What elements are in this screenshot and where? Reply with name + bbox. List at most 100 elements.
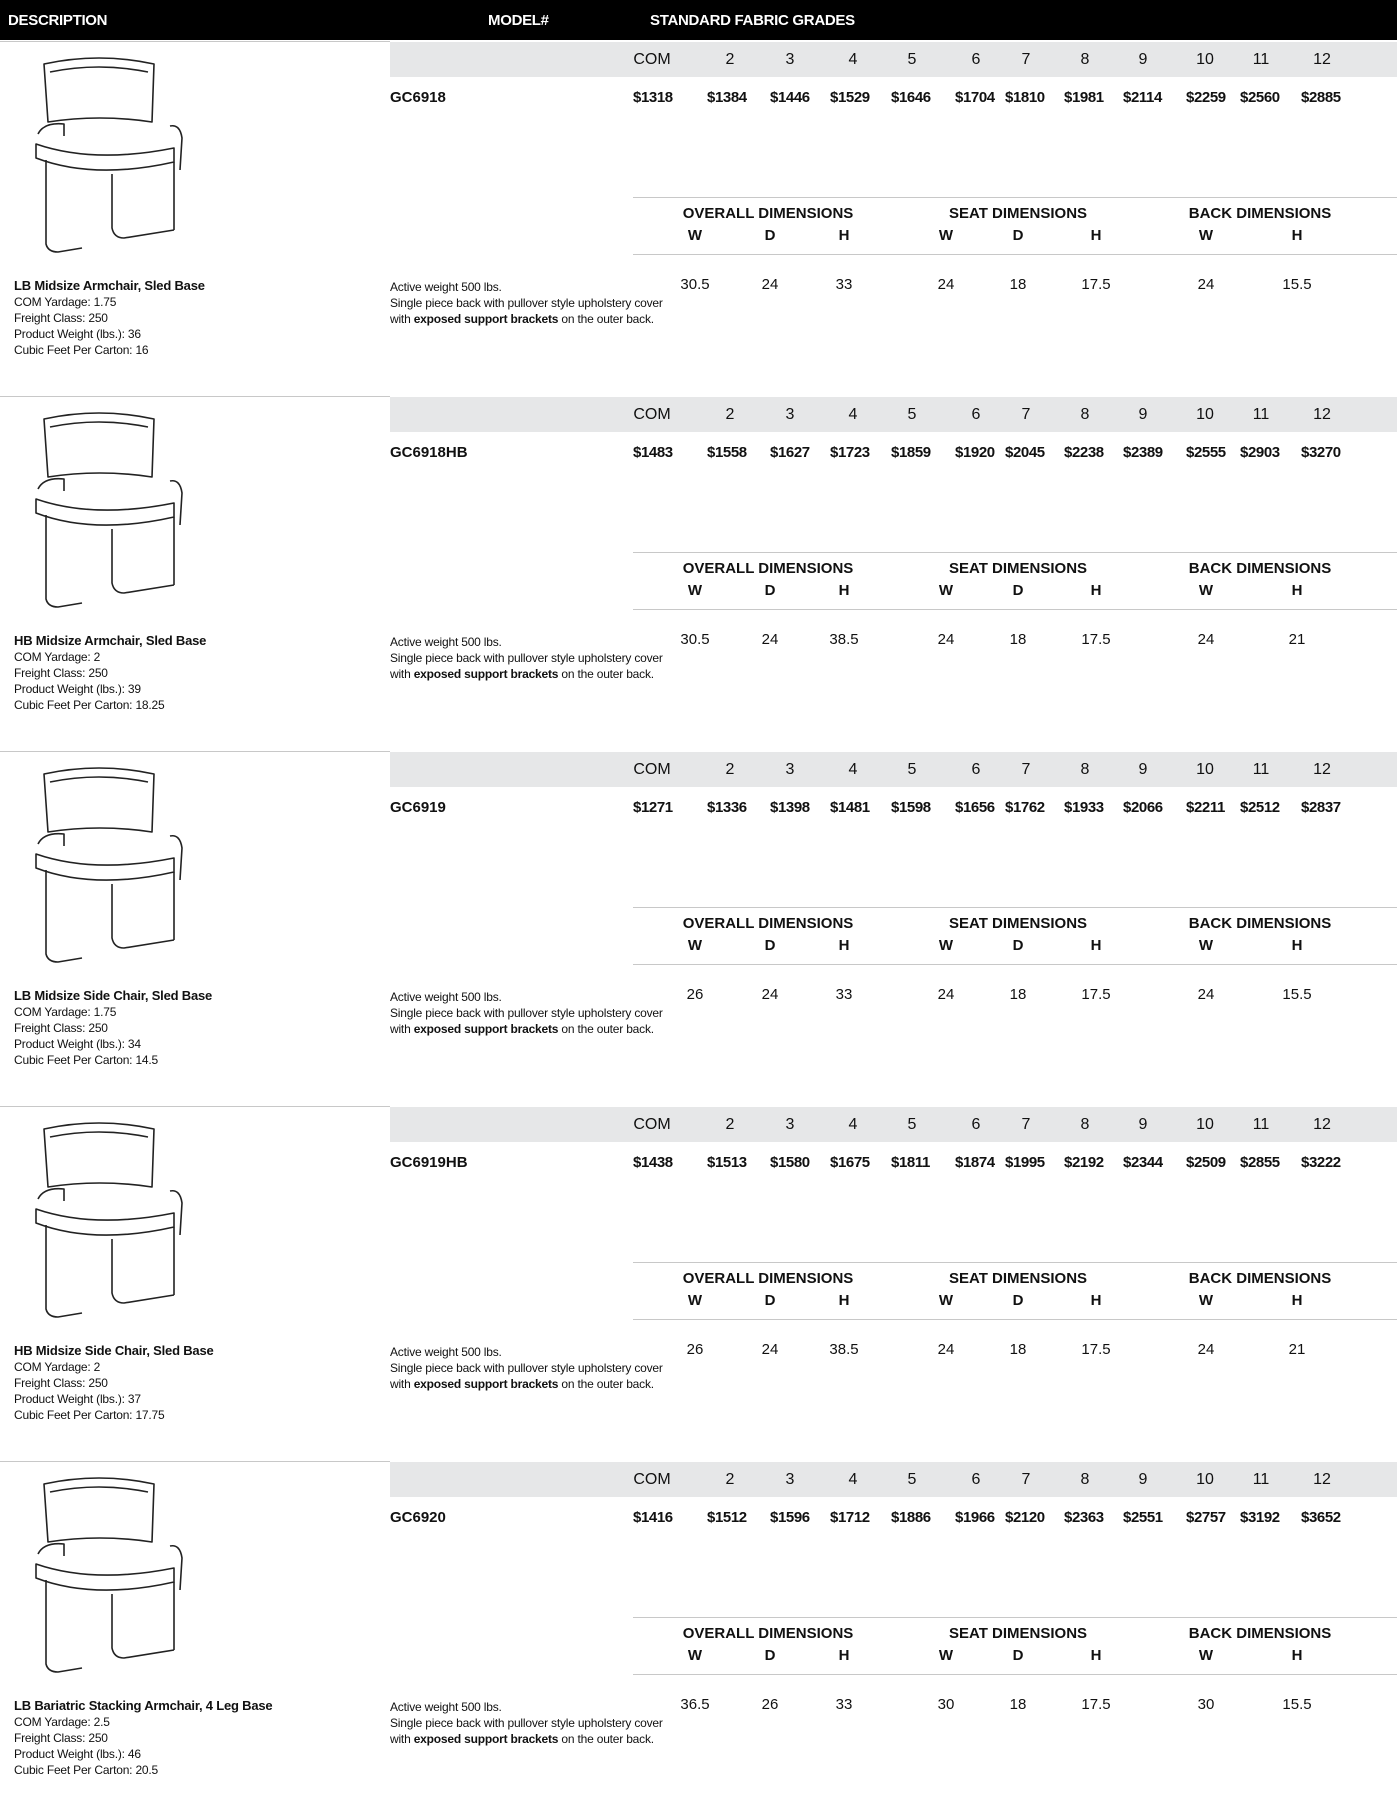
note-emphasis: exposed support brackets [413,1022,559,1036]
grade-label: 12 [1313,761,1331,778]
dimension-group-title: BACK DIMENSIONS [1188,1625,1332,1642]
dimension-value: 21 [1288,631,1306,648]
note-emphasis: exposed support brackets [413,667,559,681]
price: $1398 [770,799,810,816]
price: $1886 [891,1509,931,1526]
product-spec: Product Weight (lbs.): 36 [14,327,141,341]
chair-illustration [35,767,183,963]
grade-label: 11 [1252,1116,1270,1133]
product-name: LB Bariatric Stacking Armchair, 4 Leg Ba… [14,1698,273,1713]
grade-label: 6 [971,761,981,778]
dimension-column: D [764,227,776,244]
price: $1712 [830,1509,870,1526]
divider [633,552,1397,553]
price: $2192 [1064,1154,1104,1171]
dimension-value: 21 [1288,1341,1306,1358]
price: $2259 [1186,89,1226,106]
grade-label: 9 [1138,761,1148,778]
dimension-column: W [1198,582,1214,599]
grade-label: 10 [1196,1471,1214,1488]
dimension-column: H [838,227,850,244]
dimension-value: 24 [1197,631,1215,648]
dimension-column: H [1090,937,1102,954]
grade-label: 5 [907,406,917,423]
price: $1438 [633,1154,673,1171]
dimension-value: 17.5 [1081,986,1111,1003]
price: $1981 [1064,89,1104,106]
dimension-value: 18 [1009,1696,1027,1713]
product-spec: Freight Class: 250 [14,1021,108,1035]
price: $1384 [707,89,747,106]
price: $2555 [1186,444,1226,461]
product-name: LB Midsize Side Chair, Sled Base [14,988,213,1003]
grade-label: 11 [1252,406,1270,423]
product-spec: COM Yardage: 2.5 [14,1715,110,1729]
divider [0,1106,390,1107]
grade-label: 8 [1080,406,1090,423]
dimension-column: W [687,1647,703,1664]
price: $3222 [1301,1154,1341,1171]
dimension-value: 17.5 [1081,631,1111,648]
price: $2903 [1240,444,1280,461]
dimension-column: H [1090,582,1102,599]
grade-label: 2 [725,406,735,423]
dimension-column: W [1198,1292,1214,1309]
note-text: on the outer back. [561,1732,654,1746]
note: with exposed support brackets on the out… [390,1377,654,1391]
grade-label: 2 [725,1116,735,1133]
model-number: GC6918 [390,89,446,106]
dimension-value: 33 [835,276,853,293]
dimension-value: 24 [761,1341,779,1358]
price: $1933 [1064,799,1104,816]
note: Single piece back with pullover style up… [390,651,663,665]
price: $1966 [955,1509,995,1526]
grade-label: 11 [1252,1471,1270,1488]
grade-label: COM [633,1471,671,1488]
dimension-value: 38.5 [829,631,859,648]
dimension-value: 26 [761,1696,779,1713]
price: $1598 [891,799,931,816]
note: with exposed support brackets on the out… [390,1732,654,1746]
divider [633,197,1397,198]
grade-row [390,397,1397,432]
grade-label: 10 [1196,51,1214,68]
grade-label: 10 [1196,1116,1214,1133]
grade-label: COM [633,1116,671,1133]
product-name: HB Midsize Side Chair, Sled Base [14,1343,214,1358]
divider [633,907,1397,908]
product-name: HB Midsize Armchair, Sled Base [14,633,207,648]
divider [633,609,1397,610]
price: $2885 [1301,89,1341,106]
product-spec: COM Yardage: 2 [14,650,101,664]
grade-label: 7 [1021,406,1031,423]
dimension-value: 18 [1009,631,1027,648]
grade-label: 3 [785,51,795,68]
note: with exposed support brackets on the out… [390,1022,654,1036]
divider [633,1674,1397,1675]
dimension-value: 36.5 [680,1696,710,1713]
dimension-value: 24 [937,986,955,1003]
divider [633,964,1397,965]
dimension-column: D [764,1647,776,1664]
price: $2344 [1123,1154,1163,1171]
price: $1646 [891,89,931,106]
dimension-value: 17.5 [1081,276,1111,293]
dimension-value: 24 [1197,1341,1215,1358]
price: $2238 [1064,444,1104,461]
dimension-column: H [1291,227,1303,244]
grade-label: COM [633,51,671,68]
divider [0,751,390,752]
grade-label: 4 [848,406,858,423]
dimension-value: 24 [937,631,955,648]
product-spec: Cubic Feet Per Carton: 16 [14,343,149,357]
dimension-column: W [687,937,703,954]
grade-label: 4 [848,51,858,68]
note-text: with [390,1022,411,1036]
product-spec: COM Yardage: 1.75 [14,295,117,309]
dimension-value: 15.5 [1282,276,1312,293]
grade-label: 3 [785,1116,795,1133]
dimension-column: H [838,582,850,599]
model-number: GC6918HB [390,444,468,461]
product-spec: COM Yardage: 2 [14,1360,101,1374]
dimension-value: 24 [761,986,779,1003]
